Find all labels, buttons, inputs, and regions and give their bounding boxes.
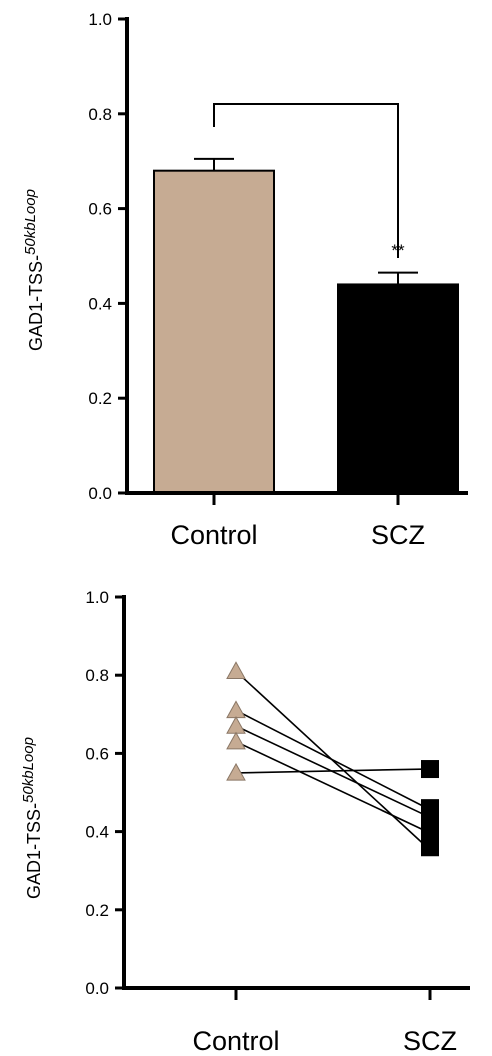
y-axis-title: GAD1-TSS-50kbLoop xyxy=(22,189,46,351)
y-tick-label-2: 0.6 xyxy=(85,744,109,763)
y-tick-label-2: 1.0 xyxy=(85,588,109,607)
control-point xyxy=(226,716,246,734)
control-point xyxy=(226,700,246,719)
y-axis-title-sup-2: 50kbLoop xyxy=(20,737,37,803)
control-point xyxy=(226,731,246,750)
bar-control xyxy=(153,169,275,494)
y-tick-label: 0.6 xyxy=(88,200,112,219)
paired-scatter-chart: GAD1-TSS-50kbLoop 0.0 0.2 0.4 0.6 0.8 1.0 Cont… xyxy=(20,588,470,1056)
x-tick-label-2: SCZ xyxy=(403,1026,457,1056)
scz-point xyxy=(421,806,439,825)
y-tick-label: 0.8 xyxy=(88,105,112,124)
y-axis-title-main: GAD1-TSS- xyxy=(26,255,46,351)
y-tick-label: 0.4 xyxy=(88,294,112,313)
y-tick-label: 0.2 xyxy=(88,389,112,408)
significance-bracket xyxy=(213,103,399,258)
y-axis-title-sup: 50kbLoop xyxy=(22,189,39,255)
bar-scz xyxy=(337,283,459,494)
y-tick-label-2: 0.4 xyxy=(85,823,109,842)
significance-label: ** xyxy=(391,241,405,260)
bar-chart: GAD1-TSS-50kbLoop ** 0.0 0.2 0.4 0.6 0.8 1.0 C… xyxy=(22,10,468,550)
control-point xyxy=(226,661,246,679)
scz-point xyxy=(421,838,439,857)
y-tick-label-2: 0.8 xyxy=(85,666,109,685)
y-tick-label-2: 0.0 xyxy=(85,979,109,998)
y-axis-title-main-2: GAD1-TSS- xyxy=(24,803,44,899)
control-point xyxy=(226,762,246,781)
pair-line xyxy=(235,740,428,833)
pair-line xyxy=(235,709,428,809)
x-tick-label: SCZ xyxy=(371,520,425,550)
scz-point xyxy=(421,760,439,779)
scz-point xyxy=(421,822,439,841)
y-axis-title-2: GAD1-TSS-50kbLoop xyxy=(20,737,44,899)
y-tick-label: 1.0 xyxy=(88,10,112,29)
y-tick-label: 0.0 xyxy=(88,484,112,503)
y-tick-label-2: 0.2 xyxy=(85,901,109,920)
x-tick-label: Control xyxy=(170,520,257,550)
pair-line xyxy=(235,768,428,774)
x-tick-label-2: Control xyxy=(192,1026,279,1056)
